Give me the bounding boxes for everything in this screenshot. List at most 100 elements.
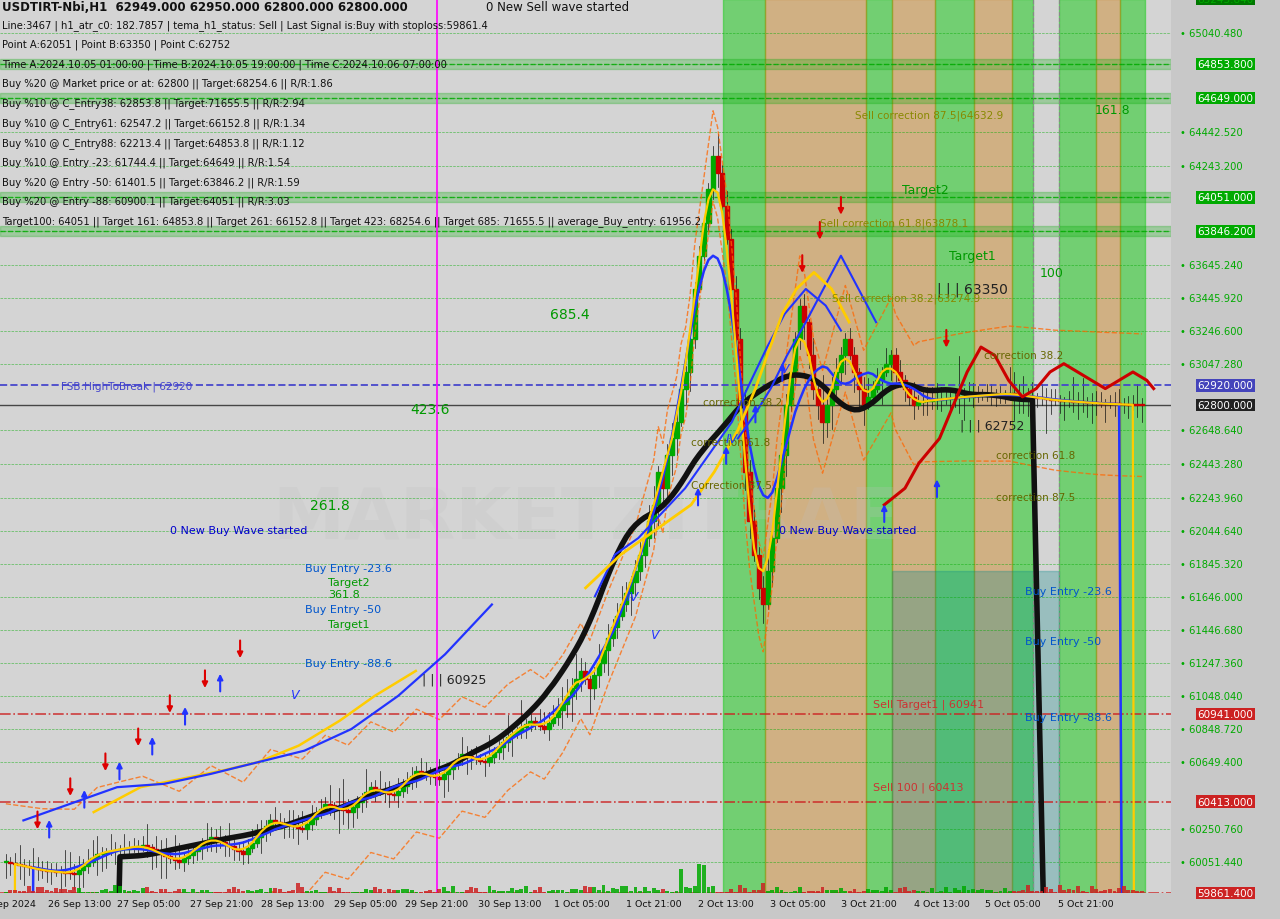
Bar <box>465 754 468 755</box>
Bar <box>465 890 468 893</box>
Text: Buy Entry -50: Buy Entry -50 <box>1025 636 1101 646</box>
Bar <box>616 616 620 627</box>
Bar <box>1094 890 1098 893</box>
Bar <box>36 868 40 869</box>
Bar <box>628 891 632 893</box>
Text: Buy %10 @ C_Entry88: 62213.4 || Target:64853.8 || R/R:1.12: Buy %10 @ C_Entry88: 62213.4 || Target:6… <box>3 138 305 149</box>
Bar <box>1135 891 1139 893</box>
Bar <box>264 892 268 893</box>
Bar <box>296 882 300 893</box>
Bar <box>27 886 31 893</box>
Bar <box>744 889 748 893</box>
Bar <box>118 887 122 893</box>
Bar <box>18 864 22 865</box>
Bar <box>680 868 684 893</box>
Bar <box>13 863 17 864</box>
Bar <box>593 887 596 893</box>
Bar <box>269 821 273 826</box>
Bar <box>159 852 163 854</box>
Bar <box>1120 0 1146 893</box>
Text: • 63246.600: • 63246.600 <box>1180 326 1243 336</box>
Bar <box>351 807 355 812</box>
Bar <box>724 892 728 893</box>
Bar <box>109 891 113 893</box>
Bar <box>27 866 31 868</box>
Bar <box>68 891 72 893</box>
Text: Target1: Target1 <box>948 250 996 263</box>
Bar <box>529 721 532 724</box>
Bar <box>634 887 637 893</box>
Bar <box>1117 888 1121 893</box>
Bar <box>251 891 255 893</box>
Bar <box>410 776 413 780</box>
Bar <box>730 889 733 893</box>
Bar <box>639 891 643 893</box>
Bar <box>50 891 54 893</box>
Bar <box>916 891 920 893</box>
Bar <box>515 731 518 734</box>
Bar <box>223 842 227 845</box>
Bar <box>753 522 756 555</box>
Bar <box>86 862 90 866</box>
Bar <box>228 889 232 893</box>
Bar <box>492 891 495 893</box>
Bar <box>876 890 879 893</box>
Text: Target2
361.8: Target2 361.8 <box>328 577 370 599</box>
Bar <box>95 854 99 857</box>
Bar <box>575 889 579 893</box>
Bar <box>858 892 861 893</box>
Bar <box>547 723 550 730</box>
Text: correction 87.5: correction 87.5 <box>996 492 1075 502</box>
Bar <box>310 819 314 823</box>
Bar <box>433 891 436 893</box>
Bar <box>593 675 596 687</box>
Bar <box>596 890 600 893</box>
Bar <box>196 891 200 893</box>
Bar <box>461 892 465 893</box>
Bar <box>392 890 396 893</box>
Bar <box>447 769 451 774</box>
Bar <box>346 892 349 893</box>
Bar <box>602 651 605 663</box>
Bar <box>506 891 509 893</box>
Bar <box>1108 890 1112 893</box>
Bar <box>278 889 282 893</box>
Text: 60941.000: 60941.000 <box>1198 709 1253 720</box>
Bar <box>36 887 40 893</box>
Bar <box>0 60 1171 70</box>
Bar <box>739 339 742 406</box>
Bar <box>114 885 118 893</box>
Bar <box>952 888 956 893</box>
Text: 261.8: 261.8 <box>310 498 351 512</box>
Bar <box>82 866 86 869</box>
Text: 2 Oct 13:00: 2 Oct 13:00 <box>699 900 754 908</box>
Bar <box>643 887 646 893</box>
Bar <box>419 892 422 893</box>
Text: • 60051.440: • 60051.440 <box>1180 857 1243 867</box>
Bar <box>742 406 748 472</box>
Bar <box>255 890 259 893</box>
Bar <box>698 864 701 893</box>
Bar <box>287 891 291 893</box>
Text: Buy Entry -23.6: Buy Entry -23.6 <box>1025 586 1111 596</box>
Text: IV: IV <box>627 590 639 603</box>
Text: Buy %10 @ C_Entry61: 62547.2 || Target:66152.8 || R/R:1.34: Buy %10 @ C_Entry61: 62547.2 || Target:6… <box>3 118 306 129</box>
Bar <box>820 888 824 893</box>
Bar <box>479 892 483 893</box>
Bar <box>1071 891 1075 893</box>
Text: Buy Entry -88.6: Buy Entry -88.6 <box>305 658 392 668</box>
Bar <box>660 889 664 893</box>
Bar <box>815 389 820 406</box>
Bar <box>438 777 442 779</box>
Bar <box>136 891 140 893</box>
Bar <box>532 721 538 724</box>
Text: Buy %10 @ C_Entry38: 62853.8 || Target:71655.5 || R/R:2.94: Buy %10 @ C_Entry38: 62853.8 || Target:7… <box>3 98 305 109</box>
Bar <box>0 94 1171 104</box>
Bar <box>838 356 842 372</box>
Bar <box>346 811 351 812</box>
Bar <box>410 890 413 893</box>
Bar <box>500 743 506 747</box>
Bar <box>1085 892 1089 893</box>
Bar <box>387 792 392 794</box>
Bar <box>771 891 774 893</box>
